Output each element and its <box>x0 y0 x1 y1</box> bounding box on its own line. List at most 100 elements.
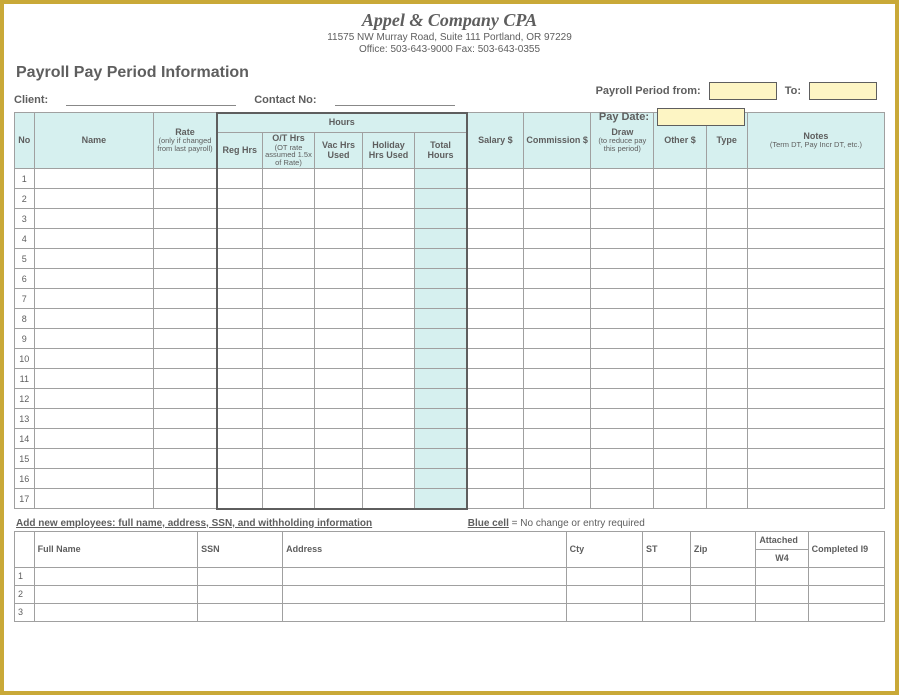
cell-salary[interactable] <box>467 489 524 509</box>
cell-vac[interactable] <box>315 449 363 469</box>
cell-reg[interactable] <box>217 289 263 309</box>
cell-commission[interactable] <box>523 289 590 309</box>
cell-vac[interactable] <box>315 209 363 229</box>
cell-reg[interactable] <box>217 229 263 249</box>
cell-ot[interactable] <box>262 469 314 489</box>
emp-ssn[interactable] <box>198 603 283 621</box>
cell-type[interactable] <box>706 429 747 449</box>
emp-i9[interactable] <box>808 603 884 621</box>
cell-vac[interactable] <box>315 329 363 349</box>
cell-other[interactable] <box>654 209 706 229</box>
cell-ot[interactable] <box>262 369 314 389</box>
cell-other[interactable] <box>654 309 706 329</box>
cell-type[interactable] <box>706 269 747 289</box>
cell-hol[interactable] <box>362 309 414 329</box>
cell-salary[interactable] <box>467 349 524 369</box>
cell-type[interactable] <box>706 309 747 329</box>
cell-other[interactable] <box>654 389 706 409</box>
cell-vac[interactable] <box>315 389 363 409</box>
cell-name[interactable] <box>34 409 154 429</box>
cell-name[interactable] <box>34 489 154 509</box>
cell-draw[interactable] <box>591 309 654 329</box>
emp-cty[interactable] <box>566 603 642 621</box>
cell-commission[interactable] <box>523 449 590 469</box>
cell-draw[interactable] <box>591 269 654 289</box>
cell-commission[interactable] <box>523 249 590 269</box>
cell-hol[interactable] <box>362 229 414 249</box>
cell-type[interactable] <box>706 169 747 189</box>
cell-ot[interactable] <box>262 489 314 509</box>
cell-commission[interactable] <box>523 429 590 449</box>
emp-st[interactable] <box>642 585 690 603</box>
cell-rate[interactable] <box>154 189 217 209</box>
cell-ot[interactable] <box>262 449 314 469</box>
cell-rate[interactable] <box>154 229 217 249</box>
emp-i9[interactable] <box>808 567 884 585</box>
cell-other[interactable] <box>654 329 706 349</box>
cell-salary[interactable] <box>467 449 524 469</box>
cell-commission[interactable] <box>523 489 590 509</box>
cell-notes[interactable] <box>747 389 884 409</box>
cell-ot[interactable] <box>262 229 314 249</box>
cell-notes[interactable] <box>747 289 884 309</box>
cell-salary[interactable] <box>467 289 524 309</box>
cell-name[interactable] <box>34 289 154 309</box>
cell-notes[interactable] <box>747 189 884 209</box>
cell-commission[interactable] <box>523 409 590 429</box>
cell-type[interactable] <box>706 229 747 249</box>
cell-salary[interactable] <box>467 189 524 209</box>
cell-other[interactable] <box>654 289 706 309</box>
cell-notes[interactable] <box>747 249 884 269</box>
cell-rate[interactable] <box>154 349 217 369</box>
cell-rate[interactable] <box>154 249 217 269</box>
cell-rate[interactable] <box>154 409 217 429</box>
cell-vac[interactable] <box>315 309 363 329</box>
cell-hol[interactable] <box>362 409 414 429</box>
cell-name[interactable] <box>34 229 154 249</box>
cell-type[interactable] <box>706 489 747 509</box>
emp-w4[interactable] <box>756 603 808 621</box>
cell-hol[interactable] <box>362 489 414 509</box>
cell-notes[interactable] <box>747 449 884 469</box>
cell-draw[interactable] <box>591 229 654 249</box>
cell-commission[interactable] <box>523 469 590 489</box>
cell-hol[interactable] <box>362 329 414 349</box>
cell-other[interactable] <box>654 349 706 369</box>
cell-notes[interactable] <box>747 309 884 329</box>
cell-draw[interactable] <box>591 189 654 209</box>
cell-draw[interactable] <box>591 209 654 229</box>
cell-notes[interactable] <box>747 349 884 369</box>
cell-ot[interactable] <box>262 429 314 449</box>
cell-draw[interactable] <box>591 329 654 349</box>
cell-type[interactable] <box>706 249 747 269</box>
cell-vac[interactable] <box>315 409 363 429</box>
emp-cty[interactable] <box>566 585 642 603</box>
emp-ssn[interactable] <box>198 567 283 585</box>
cell-reg[interactable] <box>217 449 263 469</box>
cell-type[interactable] <box>706 389 747 409</box>
cell-vac[interactable] <box>315 189 363 209</box>
emp-cty[interactable] <box>566 567 642 585</box>
cell-commission[interactable] <box>523 329 590 349</box>
cell-hol[interactable] <box>362 429 414 449</box>
cell-rate[interactable] <box>154 429 217 449</box>
cell-salary[interactable] <box>467 469 524 489</box>
cell-other[interactable] <box>654 249 706 269</box>
cell-reg[interactable] <box>217 489 263 509</box>
cell-type[interactable] <box>706 189 747 209</box>
cell-notes[interactable] <box>747 169 884 189</box>
cell-notes[interactable] <box>747 429 884 449</box>
cell-type[interactable] <box>706 329 747 349</box>
emp-fullname[interactable] <box>34 603 198 621</box>
cell-other[interactable] <box>654 229 706 249</box>
cell-rate[interactable] <box>154 289 217 309</box>
cell-vac[interactable] <box>315 369 363 389</box>
cell-hol[interactable] <box>362 369 414 389</box>
cell-rate[interactable] <box>154 329 217 349</box>
cell-salary[interactable] <box>467 169 524 189</box>
cell-salary[interactable] <box>467 229 524 249</box>
cell-other[interactable] <box>654 269 706 289</box>
cell-rate[interactable] <box>154 469 217 489</box>
cell-type[interactable] <box>706 449 747 469</box>
cell-draw[interactable] <box>591 369 654 389</box>
